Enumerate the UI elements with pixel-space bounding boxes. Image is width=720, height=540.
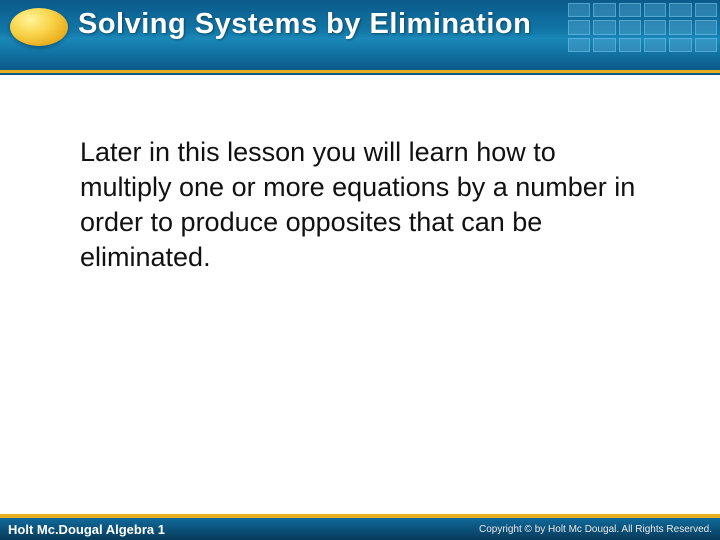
footer-book-title: Holt Mc.Dougal Algebra 1 <box>8 522 165 537</box>
slide-title: Solving Systems by Elimination <box>78 8 531 41</box>
slide-footer: Holt Mc.Dougal Algebra 1 Copyright © by … <box>0 514 720 540</box>
title-bullet-icon <box>10 8 68 46</box>
slide-body-text: Later in this lesson you will learn how … <box>80 135 650 275</box>
header-grid-decoration <box>565 0 720 55</box>
footer-bar: Holt Mc.Dougal Algebra 1 Copyright © by … <box>0 518 720 540</box>
slide-header: Solving Systems by Elimination <box>0 0 720 70</box>
divider-blue <box>0 73 720 75</box>
footer-copyright: Copyright © by Holt Mc Dougal. All Right… <box>479 524 712 535</box>
